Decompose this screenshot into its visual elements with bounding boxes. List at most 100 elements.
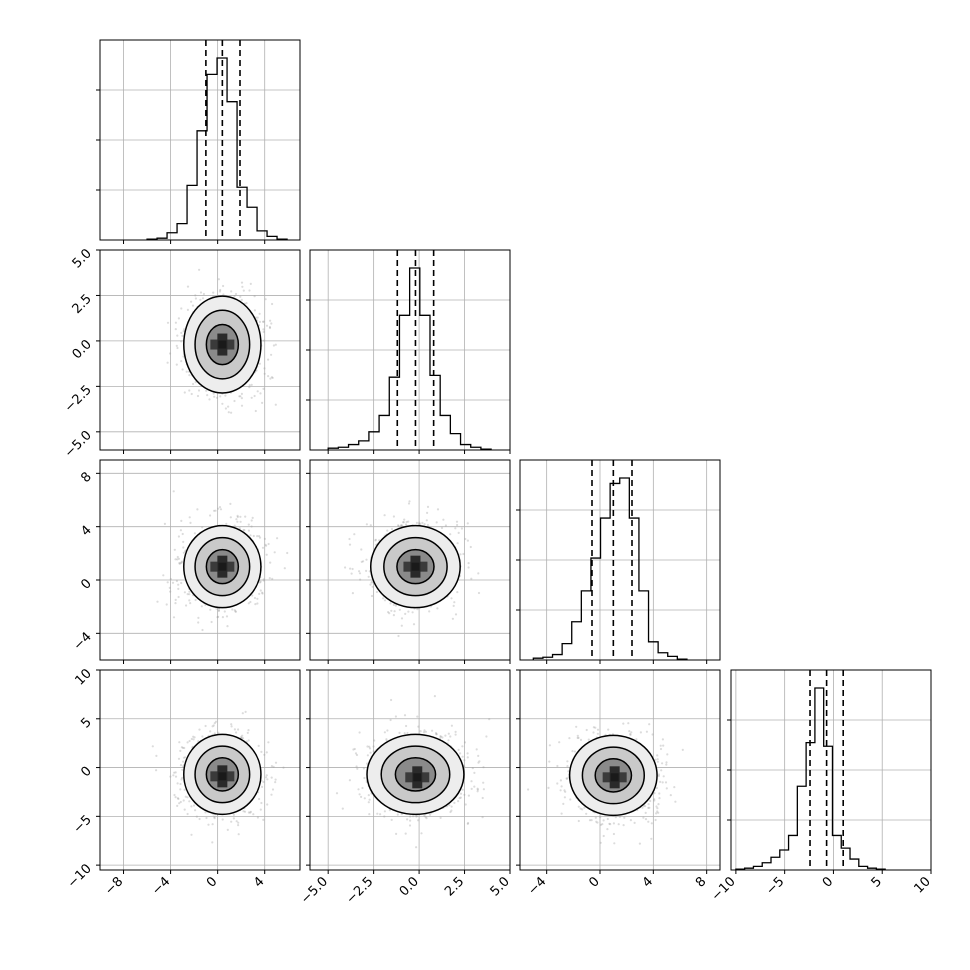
scatter-point — [348, 537, 351, 541]
scatter-point — [659, 747, 663, 751]
scatter-point — [450, 809, 453, 812]
scatter-point — [656, 760, 660, 763]
scatter-point — [482, 781, 485, 784]
scatter-point — [423, 523, 426, 526]
scatter-point — [470, 577, 473, 580]
scatter-point — [456, 523, 459, 527]
scatter-point — [417, 819, 420, 822]
scatter-point — [659, 780, 662, 784]
scatter-point — [403, 732, 406, 735]
scatter-point — [239, 520, 242, 523]
scatter-point — [169, 590, 172, 593]
scatter-point — [368, 747, 372, 750]
scatter-point — [248, 289, 251, 292]
scatter-point — [476, 788, 479, 791]
scatter-point — [179, 764, 183, 767]
x-tick-label: 0.0 — [397, 874, 422, 899]
scatter-point — [353, 747, 356, 751]
scatter-point — [233, 399, 236, 403]
scatter-point — [601, 823, 604, 826]
scatter-point — [217, 278, 220, 281]
scatter-point — [656, 807, 659, 810]
scatter-point — [258, 362, 261, 365]
scatter-point — [166, 361, 169, 364]
x-tick-label: −4 — [149, 874, 173, 898]
scatter-point — [190, 737, 193, 741]
scatter-point — [271, 376, 274, 379]
scatter-point — [256, 390, 259, 393]
scatter-point — [378, 539, 381, 542]
scatter-point — [241, 734, 244, 737]
scatter-point — [171, 581, 175, 584]
scatter-point — [258, 797, 261, 801]
scatter-point — [209, 608, 212, 611]
x-tick-label: 2.5 — [442, 874, 467, 899]
scatter-point — [240, 735, 243, 739]
scatter-point — [436, 607, 439, 610]
x-tick-label: 10 — [912, 874, 934, 896]
scatter-point — [439, 816, 442, 820]
scatter-point — [607, 728, 610, 731]
scatter-point — [233, 728, 236, 731]
scatter-point — [191, 304, 195, 307]
scatter-point — [262, 320, 265, 323]
scatter-point — [618, 815, 622, 818]
scatter-point — [351, 567, 354, 571]
scatter-point — [442, 518, 445, 521]
scatter-point — [653, 792, 656, 795]
scatter-point — [205, 816, 208, 820]
scatter-point — [335, 792, 339, 795]
scatter-point — [183, 391, 186, 394]
scatter-point — [253, 309, 256, 312]
scatter-point — [204, 724, 207, 728]
scatter-point — [467, 562, 470, 565]
scatter-point — [357, 788, 360, 791]
scatter-point — [658, 797, 661, 800]
scatter-point — [360, 795, 363, 799]
scatter-point — [565, 777, 568, 780]
scatter-point — [664, 781, 668, 784]
scatter-point — [365, 523, 368, 526]
scatter-point — [235, 518, 238, 521]
scatter-point — [407, 520, 410, 523]
scatter-point — [659, 744, 662, 747]
scatter-point — [250, 383, 253, 386]
scatter-point — [197, 616, 200, 620]
scatter-point — [205, 389, 208, 392]
scatter-point — [174, 558, 177, 561]
scatter-point — [648, 723, 651, 726]
scatter-point — [276, 537, 279, 540]
scatter-point — [244, 515, 247, 518]
scatter-point — [151, 745, 154, 748]
scatter-point — [175, 579, 178, 583]
scatter-point — [258, 320, 262, 323]
scatter-point — [488, 718, 491, 721]
scatter-point — [477, 591, 481, 595]
scatter-point — [240, 281, 244, 284]
scatter-point — [367, 575, 370, 578]
scatter-point — [613, 842, 616, 845]
scatter-point — [461, 755, 464, 758]
scatter-point — [192, 738, 195, 741]
scatter-point — [656, 758, 659, 761]
scatter-point — [270, 793, 273, 796]
scatter-point — [189, 521, 192, 525]
scatter-point — [197, 389, 201, 392]
scatter-point — [592, 731, 595, 734]
scatter-point — [237, 728, 240, 731]
scatter-point — [373, 739, 376, 742]
scatter-point — [655, 805, 658, 808]
scatter-point — [470, 780, 473, 783]
scatter-point — [383, 815, 386, 818]
scatter-point — [176, 346, 179, 350]
scatter-point — [272, 765, 275, 768]
scatter-point — [356, 767, 359, 770]
scatter-point — [630, 731, 633, 734]
scatter-point — [240, 392, 243, 395]
scatter-point — [240, 298, 243, 301]
scatter-point — [180, 581, 183, 585]
scatter-point — [355, 753, 359, 757]
scatter-point — [268, 325, 271, 329]
scatter-point — [647, 820, 650, 823]
